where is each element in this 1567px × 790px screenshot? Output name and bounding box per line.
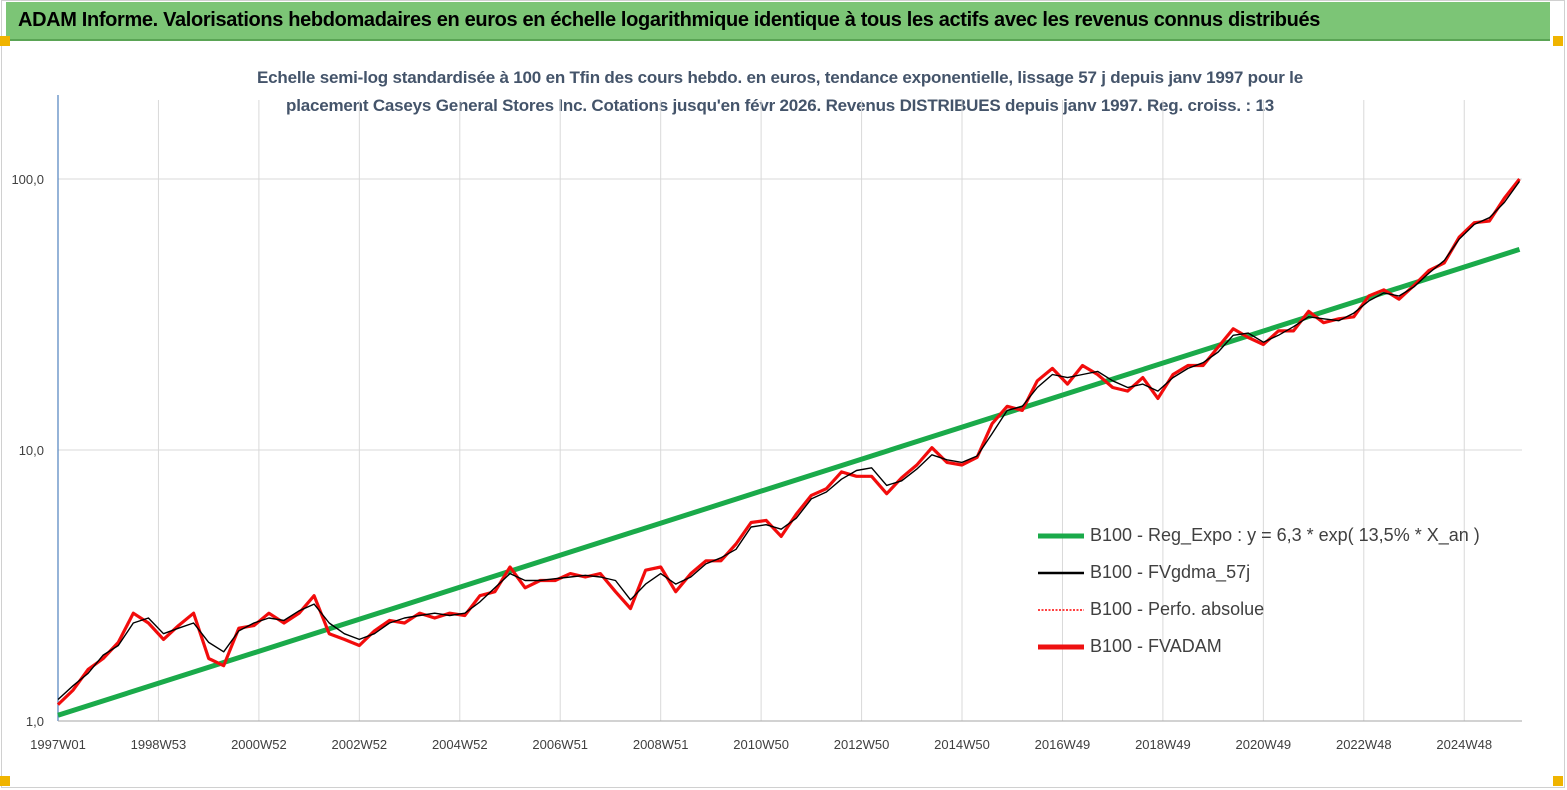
chart-title-line-2: placement Caseys General Stores Inc. Cot… <box>286 96 1274 115</box>
corner-marker-top-left <box>0 36 10 46</box>
corner-marker-bottom-left <box>0 776 10 786</box>
header-bar: ADAM Informe. Valorisations hebdomadaire… <box>6 2 1550 41</box>
legend-item-regression: B100 - Reg_Expo : y = 6,3 * exp( 13,5% *… <box>1038 517 1480 554</box>
axis-layer: 1997W01 1998W53 2000W52 2002W52 2004W52 2006W… <box>11 95 1522 752</box>
corner-marker-top-right <box>1553 36 1563 46</box>
x-tick-label: 2000W52 <box>231 737 287 752</box>
x-tick-label: 2010W50 <box>733 737 789 752</box>
legend-swatch-regression <box>1038 533 1084 538</box>
legend-label-fvadam: B100 - FVADAM <box>1090 636 1222 656</box>
corner-marker-bottom-right <box>1553 776 1563 786</box>
legend-label-regression: B100 - Reg_Expo : y = 6,3 * exp( 13,5% *… <box>1090 525 1480 545</box>
series-regression-line <box>57 247 1521 718</box>
legend-item-fvadam: B100 - FVADAM <box>1038 628 1480 665</box>
legend-swatch-absolute <box>1038 608 1084 611</box>
x-tick-label: 1997W01 <box>30 737 86 752</box>
x-tick-label: 2016W49 <box>1035 737 1091 752</box>
legend-item-absolute: B100 - Perfo. absolue <box>1038 591 1480 628</box>
legend-item-smoothed: B100 - FVgdma_57j <box>1038 554 1480 591</box>
y-tick-label: 100,0 <box>11 172 44 187</box>
x-tick-label: 2012W50 <box>834 737 890 752</box>
x-tick-label: 2002W52 <box>332 737 388 752</box>
legend-swatch-smoothed <box>1038 571 1084 574</box>
y-tick-label: 1,0 <box>26 714 44 729</box>
x-tick-label: 2018W49 <box>1135 737 1191 752</box>
report-title: ADAM Informe. Valorisations hebdomadaire… <box>18 9 1321 31</box>
x-tick-label: 2004W52 <box>432 737 488 752</box>
y-tick-label: 10,0 <box>19 443 44 458</box>
chart-title-line-1: Echelle semi-log standardisée à 100 en T… <box>257 68 1303 87</box>
x-tick-label: 2020W49 <box>1236 737 1292 752</box>
x-tick-label: 2006W51 <box>532 737 588 752</box>
series-layer <box>56 178 1521 718</box>
x-tick-label: 2022W48 <box>1336 737 1392 752</box>
legend-label-absolute: B100 - Perfo. absolue <box>1090 599 1265 619</box>
x-tick-label: 2014W50 <box>934 737 990 752</box>
x-tick-label: 2024W48 <box>1436 737 1492 752</box>
series-smoothed-line <box>57 180 1521 701</box>
x-tick-label: 1998W53 <box>131 737 187 752</box>
legend: B100 - Reg_Expo : y = 6,3 * exp( 13,5% *… <box>1038 517 1480 665</box>
x-tick-label: 2008W51 <box>633 737 689 752</box>
legend-label-smoothed: B100 - FVgdma_57j <box>1090 562 1251 582</box>
chart-title: Echelle semi-log standardisée à 100 en T… <box>170 64 1390 120</box>
legend-swatch-fvadam <box>1038 644 1084 649</box>
